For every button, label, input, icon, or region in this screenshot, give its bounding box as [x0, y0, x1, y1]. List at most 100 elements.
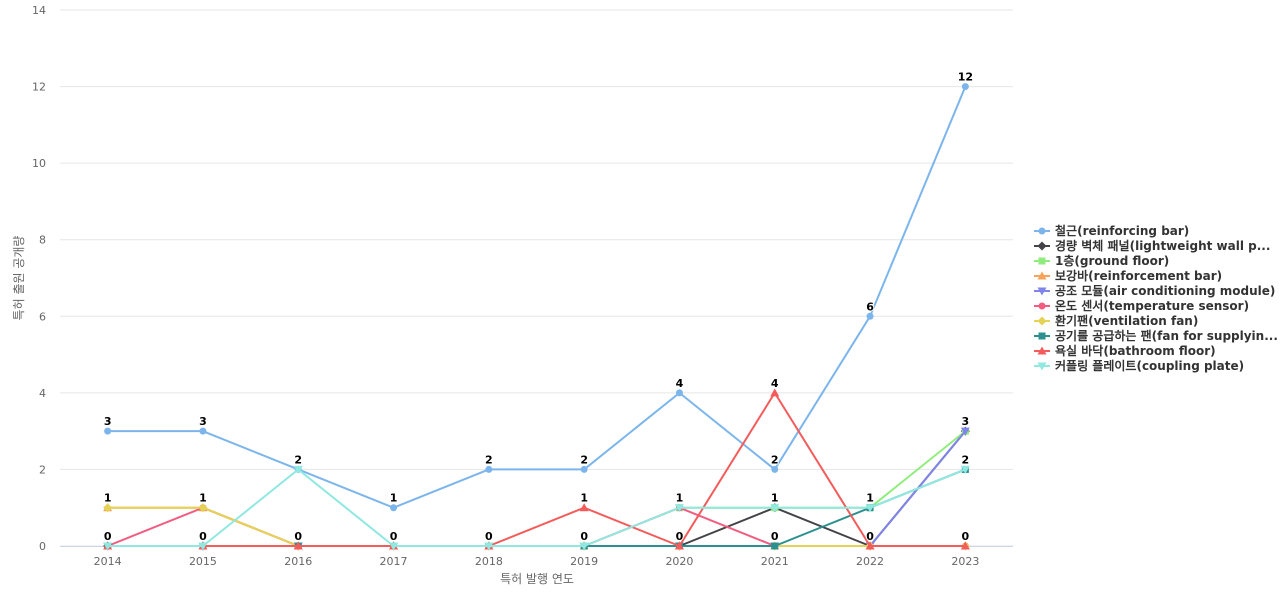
data-point — [961, 83, 969, 91]
data-label: 2 — [962, 453, 970, 466]
data-point — [865, 541, 875, 550]
series-line — [106, 430, 967, 547]
legend-item[interactable]: 1층(ground floor) — [1034, 253, 1169, 268]
data-label: 2 — [771, 453, 779, 466]
data-point — [675, 389, 683, 397]
legend-label: 공기를 공급하는 팬(fan for supplyin... — [1055, 328, 1278, 343]
legend-label: 철근(reinforcing bar) — [1055, 223, 1189, 238]
data-point — [485, 465, 493, 473]
data-point — [198, 503, 208, 513]
legend-item[interactable]: 환기팬(ventilation fan) — [1034, 313, 1198, 328]
data-point — [674, 504, 684, 513]
data-label: 0 — [485, 530, 493, 543]
series-1 — [104, 83, 969, 512]
y-tick-label: 4 — [39, 387, 46, 400]
data-label: 12 — [958, 71, 973, 84]
data-point — [770, 504, 780, 513]
legend-item[interactable]: 보강바(reinforcement bar) — [1034, 268, 1222, 283]
data-point — [771, 465, 779, 473]
data-label: 4 — [676, 377, 684, 390]
legend-symbol-marker — [1037, 271, 1047, 280]
legend-label: 온도 센서(temperature sensor) — [1055, 298, 1249, 313]
data-label: 0 — [390, 530, 398, 543]
legend-item[interactable]: 커플링 플레이트(coupling plate) — [1034, 358, 1244, 373]
data-point — [104, 427, 112, 435]
legend-symbol-marker — [1037, 241, 1047, 251]
data-label: 3 — [962, 415, 970, 428]
data-label: 1 — [199, 492, 207, 505]
legend-item[interactable]: 철근(reinforcing bar) — [1034, 223, 1189, 238]
legend-label: 욕실 바닥(bathroom floor) — [1055, 343, 1216, 358]
data-label: 0 — [104, 530, 112, 543]
legend-label: 커플링 플레이트(coupling plate) — [1055, 358, 1244, 373]
y-tick-label: 8 — [39, 234, 46, 247]
y-tick-label: 6 — [39, 310, 46, 323]
data-label: 2 — [485, 453, 493, 466]
data-label: 4 — [771, 377, 779, 390]
data-point — [580, 465, 588, 473]
series-line — [106, 468, 967, 547]
series-3 — [104, 427, 969, 550]
x-tick-label: 2019 — [570, 555, 598, 568]
data-label: 0 — [580, 530, 588, 543]
legend-label: 보강바(reinforcement bar) — [1055, 268, 1222, 283]
legend-item[interactable]: 욕실 바닥(bathroom floor) — [1034, 343, 1216, 358]
x-tick-label: 2017 — [380, 555, 408, 568]
legend-symbol-marker — [1038, 302, 1046, 310]
series-2 — [103, 426, 970, 551]
data-point — [866, 312, 874, 320]
data-label: 1 — [771, 492, 779, 505]
data-point — [293, 541, 303, 550]
x-tick-label: 2023 — [951, 555, 979, 568]
series-line — [106, 85, 967, 509]
series-line — [106, 430, 967, 547]
series-line — [106, 391, 967, 547]
data-label: 0 — [962, 530, 970, 543]
data-labels: 3 1 0 3 1 0 2 0 1 0 2 0 2 1 0 4 1 0 4 2 1 0 6 1 0 12 3 2 0 — [103, 70, 974, 544]
data-point — [579, 542, 589, 551]
legend-item[interactable]: 온도 센서(temperature sensor) — [1034, 298, 1249, 313]
y-tick-label: 2 — [39, 463, 46, 476]
legend-item[interactable]: 경량 벽체 패널(lightweight wall p... — [1034, 238, 1270, 253]
legend-symbol-marker — [1037, 287, 1047, 296]
data-label: 0 — [199, 530, 207, 543]
series-10 — [103, 465, 970, 551]
data-point — [960, 465, 970, 474]
data-label: 2 — [580, 453, 588, 466]
data-point — [198, 542, 208, 551]
series-5 — [103, 427, 970, 551]
data-label: 1 — [104, 492, 112, 505]
data-point — [960, 541, 970, 550]
legend-symbol-marker — [1038, 332, 1046, 340]
data-label: 1 — [580, 492, 588, 505]
x-axis-title: 특허 발행 연도 — [500, 571, 574, 586]
x-tick-label: 2018 — [475, 555, 503, 568]
legend-symbol-marker — [1037, 362, 1047, 371]
data-point — [770, 388, 780, 397]
data-label: 1 — [866, 492, 874, 505]
x-tick-label: 2022 — [856, 555, 884, 568]
x-tick-label: 2020 — [665, 555, 693, 568]
legend-label: 1층(ground floor) — [1055, 253, 1169, 268]
data-label: 0 — [676, 530, 684, 543]
data-point — [103, 542, 113, 551]
series-lines — [103, 83, 970, 551]
data-label: 2 — [294, 453, 302, 466]
y-tick-label: 0 — [39, 540, 46, 553]
x-tick-label: 2021 — [761, 555, 789, 568]
data-label: 0 — [771, 530, 779, 543]
legend-item[interactable]: 공조 모듈(air conditioning module) — [1034, 284, 1275, 298]
data-point — [103, 503, 113, 513]
legend-label: 경량 벽체 패널(lightweight wall p... — [1055, 238, 1270, 253]
legend-label: 환기팬(ventilation fan) — [1055, 313, 1198, 328]
data-point — [484, 542, 494, 551]
data-label: 3 — [199, 415, 207, 428]
legend-symbol-marker — [1037, 346, 1047, 355]
legend-label: 공조 모듈(air conditioning module) — [1055, 284, 1275, 298]
legend-item[interactable]: 공기를 공급하는 팬(fan for supplyin... — [1034, 328, 1278, 343]
series-line — [106, 430, 967, 547]
legend: 철근(reinforcing bar)경량 벽체 패널(lightweight … — [1034, 223, 1278, 373]
data-label: 1 — [676, 492, 684, 505]
data-point — [674, 541, 684, 550]
y-tick-label: 12 — [32, 81, 46, 94]
